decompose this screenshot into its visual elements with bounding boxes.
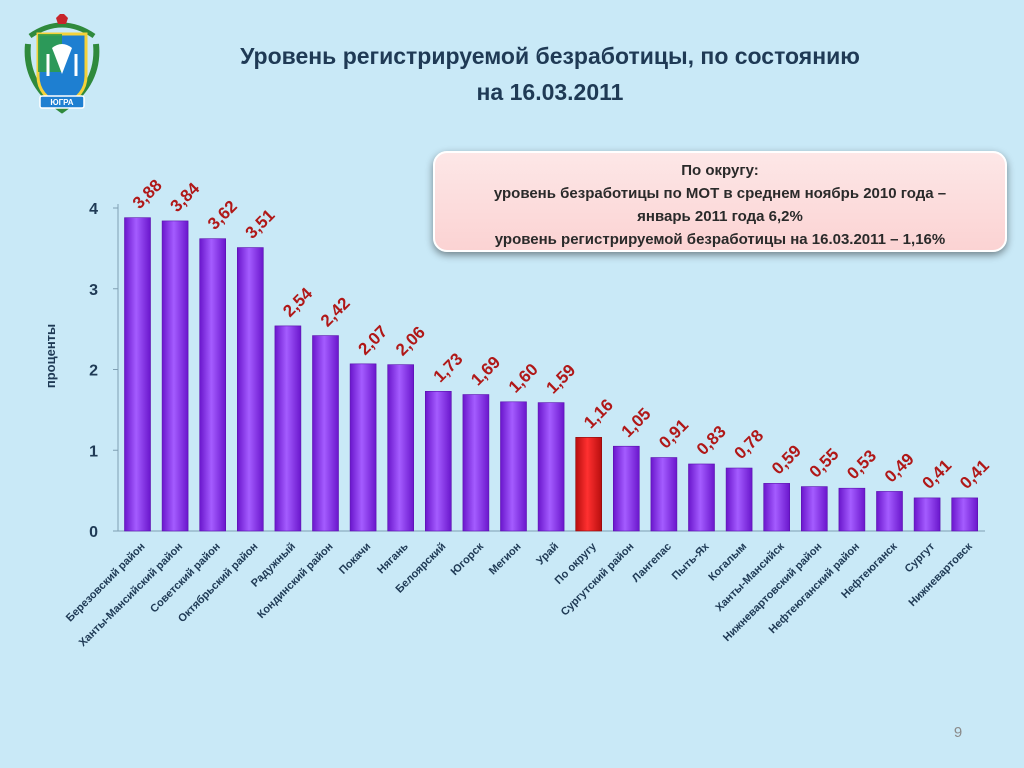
coat-of-arms-icon: ЮГРА xyxy=(24,14,100,114)
category-label: Сургутский район xyxy=(559,541,637,619)
y-axis-label: проценты xyxy=(43,324,58,388)
bar xyxy=(199,238,226,532)
bar xyxy=(349,363,377,532)
y-tick-label: 3 xyxy=(89,282,98,299)
bar xyxy=(913,497,941,532)
title-line-1: Уровень регистрируемой безработицы, по с… xyxy=(240,43,860,69)
category-label: Мегион xyxy=(487,541,524,578)
bar xyxy=(237,247,264,532)
value-label: 0,91 xyxy=(655,416,692,453)
page-number: 9 xyxy=(953,724,963,741)
value-label: 0,78 xyxy=(730,426,767,463)
y-tick-label: 0 xyxy=(89,524,98,541)
summary-box: По округу: уровень безработицы по МОТ в … xyxy=(433,151,1007,252)
bar xyxy=(951,497,979,532)
emblem-label: ЮГРА xyxy=(50,98,73,107)
category-label: Покачи xyxy=(337,541,373,577)
category-label: Югорск xyxy=(449,540,487,578)
bar xyxy=(838,487,866,532)
summary-line-4: уровень регистрируемой безработицы на 16… xyxy=(494,231,946,248)
bar xyxy=(650,457,678,532)
value-label: 3,84 xyxy=(166,179,203,216)
value-label: 3,88 xyxy=(129,176,166,213)
bar xyxy=(312,335,339,532)
bar xyxy=(387,364,415,532)
bar xyxy=(688,463,715,532)
value-label: 1,73 xyxy=(430,349,467,386)
value-label: 3,51 xyxy=(242,206,279,243)
bar xyxy=(763,483,791,532)
category-label: Ханты-Мансийск xyxy=(713,540,787,614)
summary-line-1: По округу: xyxy=(681,162,759,179)
bar xyxy=(876,491,903,532)
category-label: Нягань xyxy=(375,540,411,576)
slide-title: Уровень регистрируемой безработицы, по с… xyxy=(200,38,900,110)
bar-highlight xyxy=(575,437,603,532)
bar xyxy=(124,217,151,532)
summary-line-2: уровень безработицы по МОТ в среднем ноя… xyxy=(493,185,947,202)
category-label: Кондинский район xyxy=(255,541,335,621)
value-label: 0,53 xyxy=(843,446,880,483)
value-label: 0,55 xyxy=(806,445,843,482)
category-label: Сургут xyxy=(903,540,938,575)
bar xyxy=(500,401,527,532)
bar xyxy=(537,402,565,532)
value-label: 2,06 xyxy=(392,323,429,360)
value-label: 2,07 xyxy=(354,322,391,359)
y-tick-label: 2 xyxy=(89,363,98,380)
value-label: 1,60 xyxy=(505,360,542,397)
value-label: 0,41 xyxy=(918,456,955,493)
value-label: 2,54 xyxy=(279,284,316,321)
y-tick-label: 4 xyxy=(89,201,98,218)
summary-line-3: январь 2011 года 6,2% xyxy=(637,208,803,225)
category-label: Советский район xyxy=(148,541,223,616)
value-label: 0,59 xyxy=(768,441,805,478)
bar xyxy=(612,445,640,532)
category-label: Нижневартовск xyxy=(906,540,975,609)
title-line-2: на 16.03.2011 xyxy=(476,79,624,105)
value-label: 0,49 xyxy=(881,449,918,486)
bar xyxy=(274,325,302,532)
value-label: 1,05 xyxy=(618,404,655,441)
category-label: Урай xyxy=(534,541,561,568)
bars xyxy=(124,217,979,532)
category-label: Пыть-Ях xyxy=(670,540,712,582)
bar xyxy=(424,391,452,532)
value-label: 0,41 xyxy=(956,456,993,493)
category-label: Лангепас xyxy=(630,541,674,585)
bar xyxy=(725,467,753,532)
value-label: 3,62 xyxy=(204,197,241,234)
bar xyxy=(161,220,189,532)
value-label: 1,69 xyxy=(467,353,504,390)
value-label: 1,59 xyxy=(542,361,579,398)
value-label: 2,42 xyxy=(317,294,354,331)
value-label: 0,83 xyxy=(693,422,730,459)
y-tick-label: 1 xyxy=(89,443,98,460)
value-label: 1,16 xyxy=(580,395,617,432)
bar xyxy=(462,394,490,532)
bar xyxy=(800,486,828,532)
